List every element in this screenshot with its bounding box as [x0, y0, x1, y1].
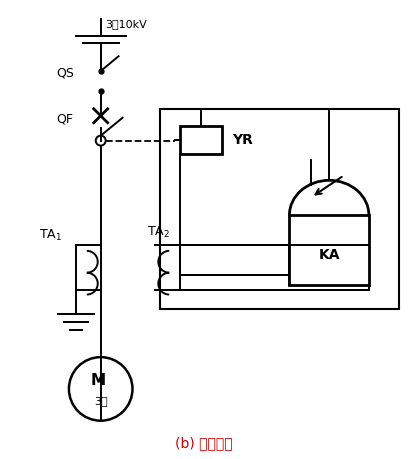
Text: TA$_1$: TA$_1$ [39, 227, 62, 242]
Bar [180, 126, 222, 153]
Bar [160, 109, 399, 309]
Text: YR: YR [232, 133, 253, 146]
Text: TA$_2$: TA$_2$ [147, 224, 170, 240]
Bar [290, 215, 369, 285]
Text: (b) 交流操作: (b) 交流操作 [175, 437, 233, 451]
Text: QS: QS [56, 67, 74, 79]
Text: KA: KA [318, 248, 340, 262]
Text: QF: QF [56, 112, 73, 125]
Text: 3～: 3～ [94, 396, 108, 406]
Text: M: M [90, 374, 105, 388]
Text: 3～10kV: 3～10kV [106, 19, 147, 29]
